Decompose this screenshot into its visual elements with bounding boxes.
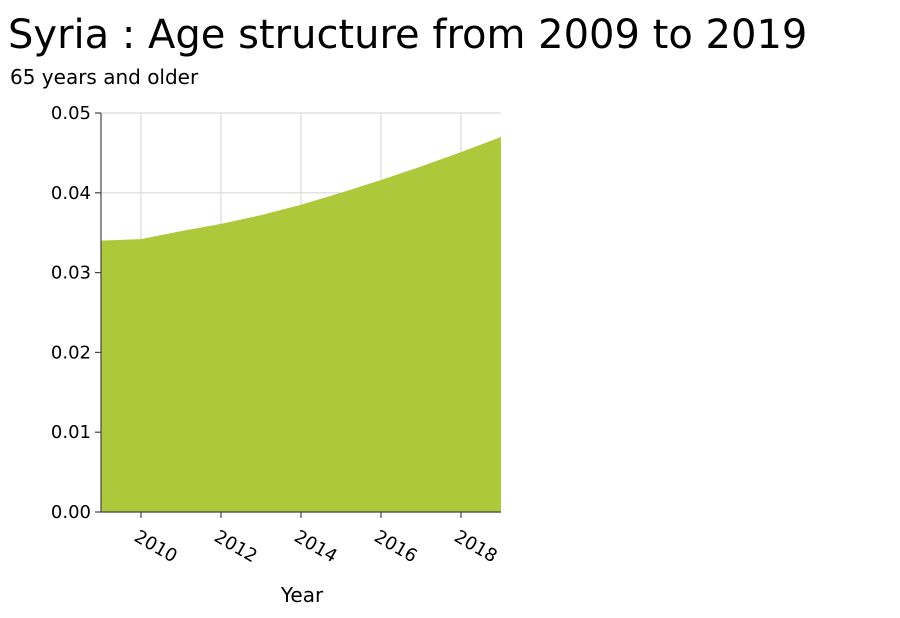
chart-title: Syria : Age structure from 2009 to 2019 — [8, 12, 807, 58]
x-tick-label: 2016 — [371, 526, 421, 567]
y-tick-label: 0.04 — [51, 183, 91, 204]
y-tick-label: 0.01 — [51, 422, 91, 443]
x-tick-label: 2012 — [211, 526, 261, 567]
x-tick-label: 2018 — [451, 526, 501, 567]
x-axis-label: Year — [280, 583, 324, 607]
y-tick-label: 0.02 — [51, 342, 91, 363]
y-tick-label: 0.03 — [51, 263, 91, 284]
axes — [95, 112, 501, 518]
y-tick-label: 0.05 — [51, 103, 91, 124]
area-series — [101, 136, 501, 512]
y-tick-label: 0.00 — [51, 502, 91, 523]
x-tick-label: 2014 — [291, 526, 341, 567]
chart-subtitle: 65 years and older — [10, 65, 199, 89]
x-tick-label: 2010 — [131, 526, 181, 567]
